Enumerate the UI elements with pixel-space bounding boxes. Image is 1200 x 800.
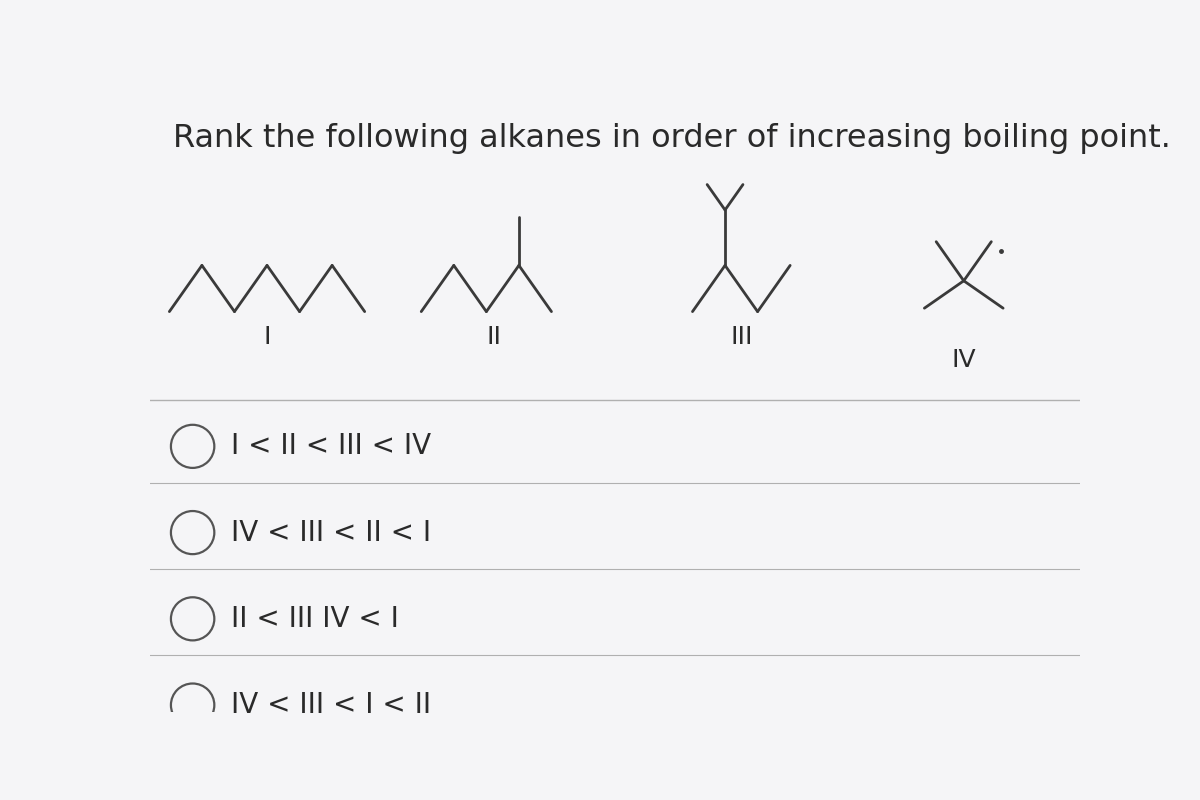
Text: I: I bbox=[263, 326, 271, 350]
Text: III: III bbox=[730, 326, 752, 350]
Text: II: II bbox=[487, 326, 502, 350]
Text: II < III IV < I: II < III IV < I bbox=[232, 605, 400, 633]
Text: IV: IV bbox=[952, 348, 976, 372]
Text: Rank the following alkanes in order of increasing boiling point.: Rank the following alkanes in order of i… bbox=[173, 123, 1171, 154]
Text: I < II < III < IV: I < II < III < IV bbox=[232, 432, 432, 460]
Text: IV < III < I < II: IV < III < I < II bbox=[232, 691, 432, 719]
Text: IV < III < II < I: IV < III < II < I bbox=[232, 518, 432, 546]
